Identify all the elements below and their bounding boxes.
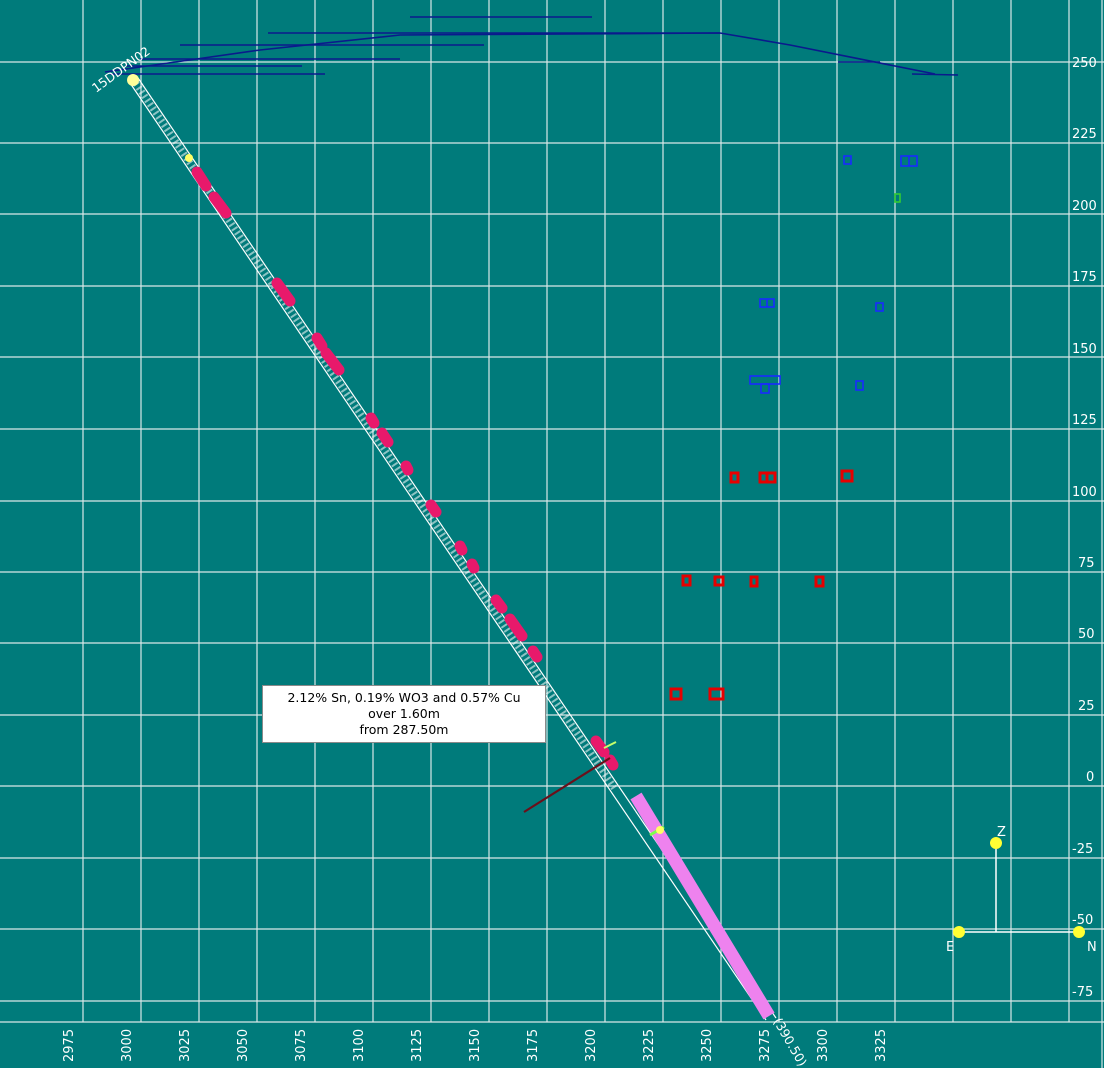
x-tick-label: 3100 [352, 1029, 367, 1062]
e-axis-label: E [946, 940, 954, 955]
red-block [749, 575, 759, 588]
assay-interval [504, 613, 528, 642]
y-tick-label: 75 [1078, 556, 1095, 571]
survey-point [185, 154, 193, 162]
assay-interval [466, 558, 480, 574]
assay-interval [376, 427, 394, 448]
assay-interval [454, 540, 468, 556]
x-tick-label: 3025 [178, 1029, 193, 1062]
y-tick-label: 200 [1072, 199, 1097, 214]
assay-interval [365, 412, 380, 429]
assay-interval [590, 735, 610, 758]
assay-interval [208, 191, 232, 219]
structure-tick [603, 741, 617, 749]
intercept-callout: 2.12% Sn, 0.19% WO3 and 0.57% Cu over 1.… [262, 685, 546, 743]
blue-block [843, 155, 852, 165]
intercept-depth: from 287.50m [359, 722, 449, 737]
x-tick-label: 3175 [526, 1029, 541, 1062]
x-tick-label: 3125 [410, 1029, 425, 1062]
x-tick-label: 3075 [294, 1029, 309, 1062]
survey-point [656, 826, 664, 834]
pierce-point-marker [523, 757, 611, 813]
x-tick-label: 3200 [584, 1029, 599, 1062]
surface-profile [104, 32, 936, 75]
x-tick-label: 3000 [120, 1029, 135, 1062]
red-blocks [669, 469, 854, 701]
x-tick-label: 3250 [700, 1029, 715, 1062]
red-block [669, 687, 683, 701]
x-tick-label: 3050 [236, 1029, 251, 1062]
red-block [840, 469, 854, 483]
y-tick-label: 250 [1072, 56, 1097, 71]
y-tick-label: 100 [1072, 485, 1097, 500]
high-grade-intervals [191, 166, 619, 771]
x-tick-label: 3225 [642, 1029, 657, 1062]
drillhole-trace-hatch [130, 77, 618, 791]
red-block [708, 687, 725, 701]
assay-interval [271, 277, 296, 307]
y-tick-label: 25 [1078, 699, 1095, 714]
z-axis-label: Z [997, 825, 1006, 840]
assay-interval [320, 347, 345, 376]
assay-interval [425, 499, 442, 518]
blue-block [875, 302, 884, 312]
assay-interval [191, 166, 212, 192]
x-tick-label: 3325 [874, 1029, 889, 1062]
red-block [729, 471, 740, 484]
x-tick-label: 2975 [62, 1029, 77, 1062]
n-axis-label: N [1087, 940, 1097, 955]
green-block [894, 193, 901, 203]
drillhole-trace-edge [127, 79, 767, 1021]
x-tick-label: 3275 [758, 1029, 773, 1062]
collar-marker[interactable] [127, 74, 139, 86]
blue-block [855, 380, 864, 391]
z-axis-node [990, 837, 1002, 849]
projected-blocks [749, 155, 918, 394]
topography-surface [104, 16, 959, 76]
orientation-widget: Z E N [946, 825, 1097, 955]
y-tick-label: 225 [1072, 127, 1097, 142]
assay-interval [400, 460, 414, 476]
assay-interval [490, 594, 508, 614]
y-tick-label: 175 [1072, 270, 1097, 285]
y-tick-label: 0 [1086, 770, 1094, 785]
assay-interval [311, 332, 328, 352]
intercept-width: over 1.60m [368, 706, 440, 721]
x-tick-label: 3150 [468, 1029, 483, 1062]
assay-interval [604, 754, 619, 771]
y-tick-label: -25 [1072, 842, 1093, 857]
y-tick-label: 50 [1078, 627, 1095, 642]
y-tick-label: 125 [1072, 413, 1097, 428]
y-axis-labels: 250 225 200 175 150 125 100 75 50 25 0 -… [1072, 56, 1097, 1000]
assay-interval [527, 645, 543, 663]
red-block [681, 574, 692, 587]
surface-contour [911, 73, 959, 76]
y-tick-label: -50 [1072, 913, 1093, 928]
intercept-grade: 2.12% Sn, 0.19% WO3 and 0.57% Cu [287, 690, 521, 705]
red-block [814, 575, 825, 588]
n-axis-node [1073, 926, 1085, 938]
y-tick-label: -75 [1072, 985, 1093, 1000]
y-tick-label: 150 [1072, 342, 1097, 357]
x-axis-labels: 2975 3000 3025 3050 3075 3100 3125 3150 … [62, 1029, 889, 1062]
red-block [713, 575, 725, 587]
x-tick-label: 3300 [816, 1029, 831, 1062]
e-axis-node [953, 926, 965, 938]
blue-block [760, 383, 770, 394]
